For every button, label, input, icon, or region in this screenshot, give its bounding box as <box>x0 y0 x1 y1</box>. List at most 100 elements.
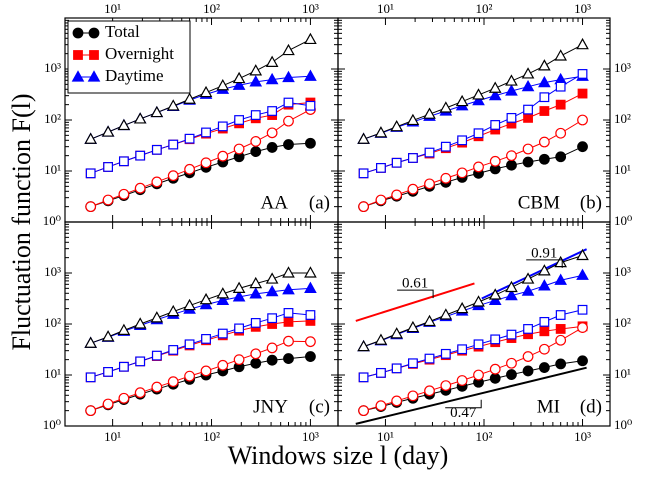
marker <box>250 318 261 328</box>
marker <box>216 287 230 299</box>
marker <box>576 248 589 261</box>
marker <box>135 356 146 367</box>
marker <box>490 334 501 345</box>
marker <box>183 298 196 311</box>
marker <box>217 359 229 371</box>
y-tick-label: 10⁰ <box>43 213 61 228</box>
marker <box>265 72 279 85</box>
marker <box>134 182 146 194</box>
x-tick-label: 10¹ <box>104 1 121 16</box>
marker <box>232 71 246 84</box>
marker <box>538 136 550 148</box>
marker <box>134 387 146 399</box>
marker <box>151 144 162 155</box>
marker <box>200 157 212 169</box>
marker <box>232 281 246 293</box>
marker <box>457 344 468 355</box>
marker <box>472 93 485 106</box>
marker <box>375 194 387 206</box>
slope-bracket <box>445 399 482 409</box>
marker <box>117 323 131 335</box>
legend-marker <box>72 27 84 39</box>
marker <box>538 279 551 291</box>
marker <box>424 178 435 190</box>
marker <box>199 292 213 305</box>
y-tick-label: 10² <box>614 111 631 126</box>
y-tick-label: 10³ <box>44 264 61 279</box>
marker <box>101 330 115 342</box>
marker <box>249 287 263 299</box>
marker <box>439 101 453 113</box>
marker <box>151 350 162 361</box>
marker <box>374 333 388 345</box>
marker <box>282 266 295 278</box>
y-tick-label: 10¹ <box>44 366 61 381</box>
marker <box>133 112 147 124</box>
marker <box>199 85 213 98</box>
marker <box>283 139 294 150</box>
marker <box>150 311 164 323</box>
marker <box>217 328 228 339</box>
marker <box>151 176 163 188</box>
marker <box>201 334 211 344</box>
marker <box>249 276 263 289</box>
marker <box>489 363 501 375</box>
marker <box>555 310 566 320</box>
y-tick-label: 10⁰ <box>614 213 632 228</box>
marker <box>265 272 279 284</box>
plot-area <box>84 266 317 417</box>
marker <box>234 323 244 334</box>
marker <box>166 304 180 317</box>
marker <box>250 348 262 360</box>
x-tick-label: 10¹ <box>104 429 121 444</box>
legend-label: Total <box>105 22 140 41</box>
marker <box>521 67 535 79</box>
marker <box>406 113 420 126</box>
plot-area <box>84 32 317 213</box>
marker <box>167 376 179 388</box>
legend-marker <box>88 27 100 39</box>
y-tick-label: 10⁰ <box>43 417 61 432</box>
marker <box>135 150 146 161</box>
panel-name: CBM <box>518 192 560 213</box>
marker <box>234 115 244 125</box>
x-tick-label: 10³ <box>302 429 319 444</box>
marker <box>283 316 294 327</box>
marker <box>505 74 518 86</box>
marker <box>538 362 550 373</box>
plot-area <box>355 248 589 425</box>
fit-label: 0.47 <box>450 405 477 421</box>
panel-tag: (d) <box>580 396 602 417</box>
marker <box>439 308 453 320</box>
marker <box>250 110 261 120</box>
marker <box>488 288 502 300</box>
marker <box>506 369 517 380</box>
marker <box>455 94 469 107</box>
marker <box>539 326 550 337</box>
marker <box>217 121 228 132</box>
marker <box>538 153 550 165</box>
marker <box>506 150 517 162</box>
y-tick-label: 10³ <box>614 264 631 279</box>
marker <box>249 64 263 76</box>
marker <box>555 81 566 92</box>
fit-line <box>355 366 587 425</box>
marker <box>265 284 279 297</box>
marker <box>184 163 195 175</box>
marker <box>505 288 518 301</box>
x-tick-label: 10¹ <box>377 1 394 16</box>
marker <box>118 156 129 167</box>
marker <box>490 120 501 130</box>
marker <box>390 119 403 132</box>
marker <box>304 32 317 45</box>
marker <box>150 105 164 118</box>
marker <box>554 273 567 285</box>
marker <box>358 168 369 179</box>
marker <box>118 188 130 200</box>
marker <box>201 127 211 138</box>
marker <box>523 324 533 334</box>
marker <box>282 43 295 56</box>
marker <box>232 290 246 302</box>
marker <box>304 281 317 293</box>
y-axis-label: Fluctuation function F(l) <box>7 93 36 350</box>
